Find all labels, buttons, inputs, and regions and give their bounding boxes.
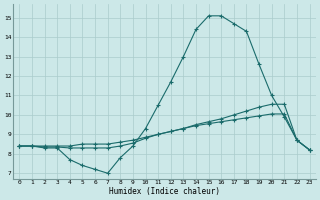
X-axis label: Humidex (Indice chaleur): Humidex (Indice chaleur)	[109, 187, 220, 196]
